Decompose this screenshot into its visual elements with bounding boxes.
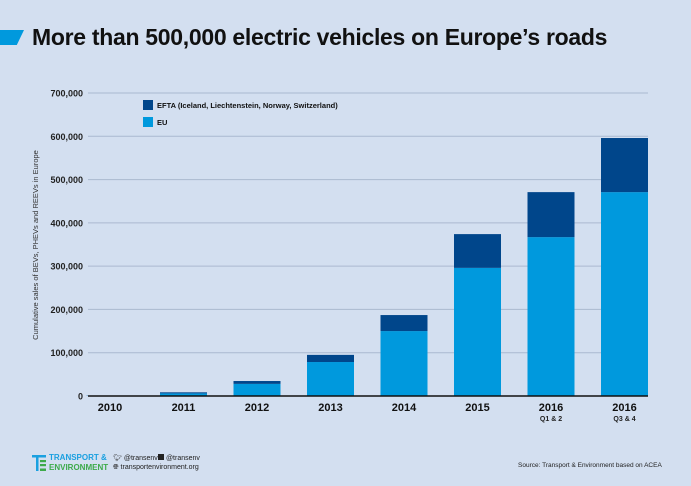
bar-efta <box>380 315 428 332</box>
logo-line2: ENVIRONMENT <box>49 463 109 472</box>
stacked-bar-chart: 0 100,000 200,000 300,000 400,000 500,000 600,… <box>31 89 648 423</box>
bar-efta <box>601 138 648 193</box>
legend-label: EU <box>157 118 167 127</box>
x-tick-label: 2016 <box>539 402 563 414</box>
x-tick-label: 2011 <box>172 402 196 414</box>
bar-efta <box>307 354 354 363</box>
legend-label: EFTA (Iceland, Liechtenstein, Norway, Sw… <box>157 101 338 110</box>
bar-efta <box>233 381 281 384</box>
facebook-icon <box>158 454 164 460</box>
bar-eu <box>454 267 501 396</box>
x-tick-label: 2015 <box>465 402 489 414</box>
facebook-handle[interactable]: @transenv <box>158 454 200 462</box>
logo-line1: TRANSPORT & <box>49 453 107 462</box>
bar-efta <box>527 192 575 238</box>
bar-eu <box>601 192 648 396</box>
website-text: transportenvironment.org <box>120 464 199 471</box>
bar-eu <box>307 362 354 396</box>
twitter-handle[interactable]: 🐦︎ @transenv <box>113 455 158 462</box>
logo-text: TRANSPORT & ENVIRONMENT <box>49 453 108 473</box>
x-tick-sublabel: Q1 & 2 <box>540 416 562 423</box>
bar-eu <box>160 393 207 396</box>
y-tick-label: 100,000 <box>50 348 83 358</box>
x-tick-label: 2010 <box>98 402 122 414</box>
source-note: Source: Transport & Environment based on… <box>518 462 662 469</box>
bar-eu <box>527 237 575 396</box>
y-axis-label: Cumulative sales of BEVs, PHEVs and REEV… <box>31 150 40 340</box>
twitter-text: @transenv <box>123 455 158 462</box>
x-tick-label: 2013 <box>318 402 342 414</box>
bar-efta <box>160 392 207 394</box>
x-tick-label: 2012 <box>245 402 269 414</box>
y-tick-label: 200,000 <box>50 305 83 315</box>
bar-eu <box>233 383 281 396</box>
y-tick-label: 600,000 <box>50 132 83 142</box>
website-link[interactable]: 🌐︎ transportenvironment.org <box>113 464 199 471</box>
y-tick-label: 400,000 <box>50 218 83 228</box>
x-tick-label: 2016 <box>612 402 636 414</box>
legend-swatch <box>143 100 153 110</box>
te-logo-icon <box>32 455 46 471</box>
bar-efta <box>454 234 501 268</box>
legend-swatch <box>143 117 153 127</box>
x-tick-label: 2014 <box>392 402 417 414</box>
x-tick-sublabel: Q3 & 4 <box>613 416 635 423</box>
bar-eu <box>380 331 428 396</box>
y-tick-label: 300,000 <box>50 262 83 272</box>
y-tick-label: 500,000 <box>50 175 83 185</box>
y-tick-label: 0 <box>78 392 83 402</box>
chart-title: More than 500,000 electric vehicles on E… <box>32 24 608 50</box>
y-tick-label: 700,000 <box>50 89 83 99</box>
facebook-text: @transenv <box>165 455 200 462</box>
title-flag-icon <box>0 30 24 45</box>
